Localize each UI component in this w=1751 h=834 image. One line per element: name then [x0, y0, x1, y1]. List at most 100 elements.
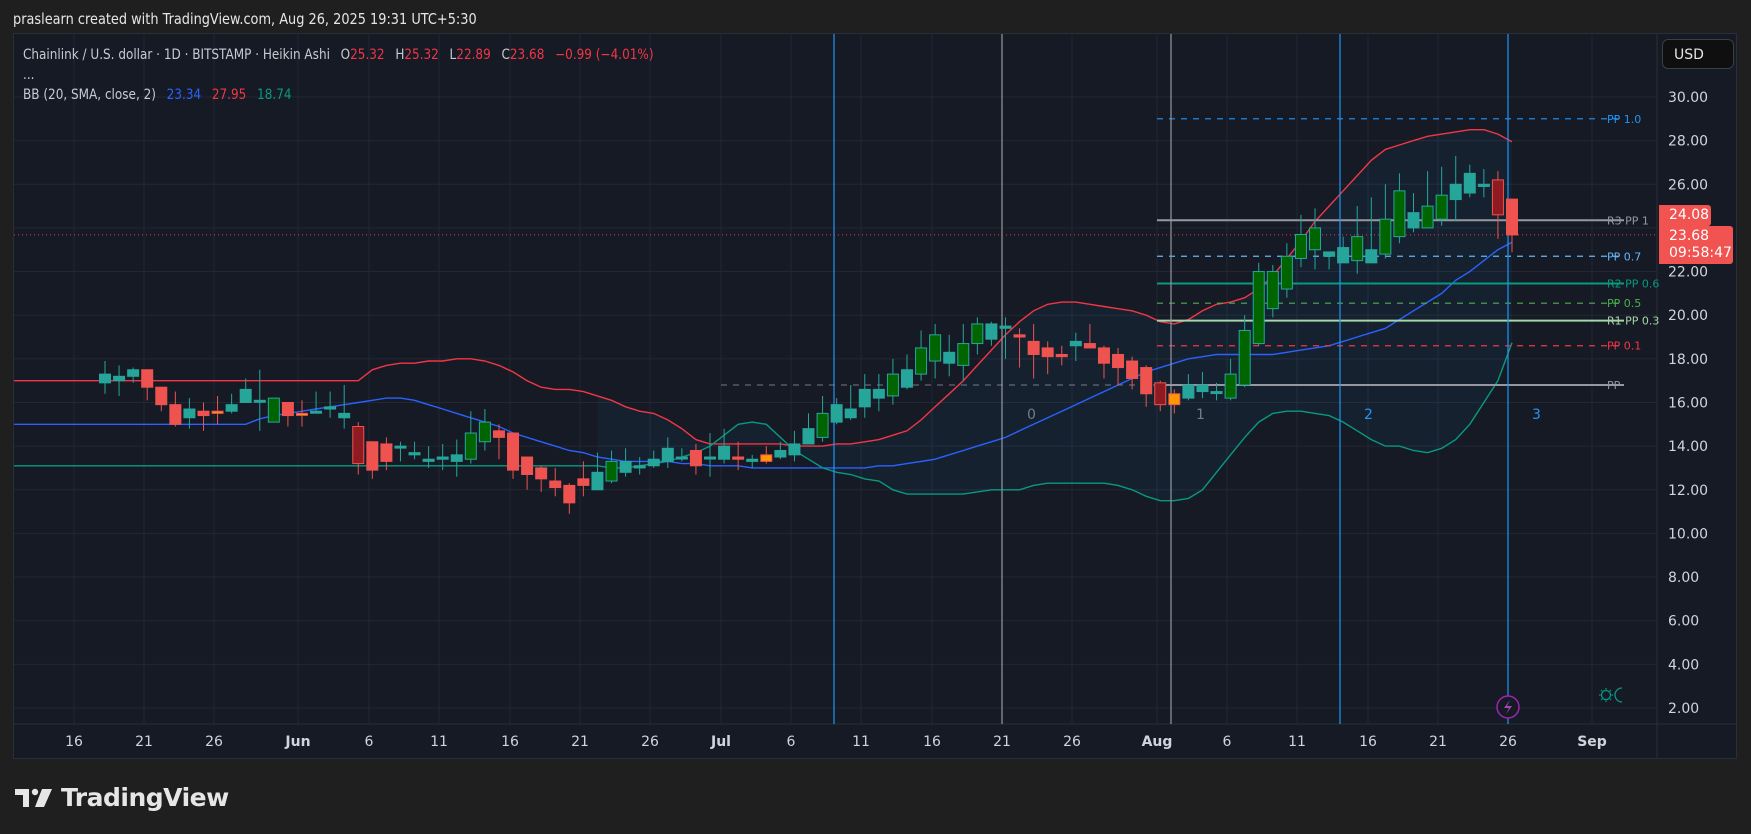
candle[interactable]: [985, 321, 998, 346]
candle[interactable]: [1168, 389, 1181, 414]
sun-moon-icon[interactable]: [1599, 687, 1623, 703]
candle[interactable]: [324, 391, 337, 418]
candle[interactable]: [211, 395, 224, 425]
candle[interactable]: [1280, 243, 1293, 298]
candle[interactable]: [647, 450, 660, 468]
more-indicators-button[interactable]: ...: [23, 67, 35, 83]
candle[interactable]: [1323, 251, 1336, 270]
candle[interactable]: [169, 391, 182, 427]
candle[interactable]: [281, 401, 294, 427]
candle[interactable]: [1337, 236, 1350, 264]
candle[interactable]: [295, 400, 308, 427]
candle[interactable]: [788, 430, 801, 462]
candle[interactable]: [689, 443, 702, 475]
candle[interactable]: [760, 446, 773, 464]
candle[interactable]: [1112, 347, 1125, 386]
candle[interactable]: [253, 369, 266, 431]
candle[interactable]: [1069, 332, 1082, 362]
candle[interactable]: [239, 378, 252, 403]
candle[interactable]: [492, 424, 505, 460]
candle[interactable]: [464, 411, 477, 464]
candle[interactable]: [127, 367, 140, 383]
candle[interactable]: [886, 358, 899, 405]
candle[interactable]: [1238, 315, 1251, 388]
candle[interactable]: [816, 395, 829, 442]
candle[interactable]: [1294, 214, 1307, 268]
candle[interactable]: [619, 448, 632, 477]
candle[interactable]: [408, 441, 421, 460]
candle[interactable]: [563, 483, 576, 514]
candle[interactable]: [1013, 328, 1026, 368]
candle[interactable]: [1182, 374, 1195, 401]
candle[interactable]: [1196, 371, 1209, 399]
candle[interactable]: [872, 374, 885, 412]
candle[interactable]: [802, 413, 815, 445]
candle[interactable]: [1393, 173, 1406, 244]
candle[interactable]: [577, 461, 590, 497]
candle[interactable]: [507, 432, 520, 479]
symbol-title[interactable]: Chainlink / U.S. dollar · 1D · BITSTAMP …: [23, 47, 330, 63]
candle[interactable]: [1379, 184, 1392, 259]
candle[interactable]: [1506, 198, 1518, 253]
candle[interactable]: [113, 365, 126, 396]
currency-button[interactable]: USD: [1662, 39, 1734, 69]
bb-indicator-row[interactable]: BB (20, SMA, close, 2) 23.34 27.95 18.74: [23, 85, 654, 105]
candle[interactable]: [999, 317, 1012, 359]
candle[interactable]: [1449, 155, 1462, 222]
candle[interactable]: [352, 422, 365, 475]
candle[interactable]: [1252, 262, 1265, 346]
candle[interactable]: [661, 437, 674, 468]
lightning-icon[interactable]: [1496, 695, 1520, 719]
candle[interactable]: [338, 385, 351, 429]
candle[interactable]: [1491, 171, 1504, 239]
candle[interactable]: [1097, 345, 1110, 379]
candle[interactable]: [1407, 193, 1420, 233]
candle[interactable]: [1477, 169, 1490, 198]
candle[interactable]: [450, 439, 463, 477]
tradingview-logo[interactable]: TradingView: [15, 783, 229, 812]
candle[interactable]: [704, 433, 717, 477]
candle[interactable]: [1365, 197, 1378, 264]
candle[interactable]: [436, 443, 449, 471]
candle[interactable]: [1126, 356, 1139, 390]
candle[interactable]: [718, 428, 731, 464]
candle[interactable]: [929, 323, 942, 379]
symbol-row[interactable]: Chainlink / U.S. dollar · 1D · BITSTAMP …: [23, 45, 654, 65]
candle[interactable]: [1055, 345, 1068, 366]
candle[interactable]: [1309, 208, 1322, 270]
candle[interactable]: [1421, 171, 1434, 229]
candle[interactable]: [141, 369, 154, 401]
candle[interactable]: [591, 452, 604, 491]
candle[interactable]: [957, 323, 970, 381]
candle[interactable]: [844, 385, 857, 420]
candle[interactable]: [478, 409, 491, 451]
candle[interactable]: [1210, 382, 1223, 401]
candle[interactable]: [380, 437, 393, 471]
candle[interactable]: [155, 386, 168, 412]
candle[interactable]: [1224, 358, 1237, 401]
candle[interactable]: [605, 450, 618, 484]
candle[interactable]: [915, 330, 928, 381]
candle[interactable]: [394, 441, 407, 462]
candle[interactable]: [197, 402, 210, 431]
candle[interactable]: [1083, 323, 1096, 349]
candle[interactable]: [535, 465, 548, 492]
candle[interactable]: [1351, 206, 1364, 274]
candle[interactable]: [900, 354, 913, 390]
candle[interactable]: [1027, 323, 1040, 379]
candle[interactable]: [1041, 341, 1054, 375]
candle[interactable]: [225, 393, 238, 414]
candle[interactable]: [1266, 265, 1279, 318]
candle[interactable]: [746, 454, 759, 468]
candle[interactable]: [183, 398, 196, 429]
candle[interactable]: [422, 446, 435, 468]
candle[interactable]: [971, 317, 984, 355]
candle[interactable]: [858, 374, 871, 418]
candle[interactable]: [521, 456, 534, 490]
candle[interactable]: [267, 397, 280, 423]
candle[interactable]: [1463, 164, 1476, 198]
candle[interactable]: [1435, 166, 1448, 226]
bb-label[interactable]: BB (20, SMA, close, 2): [23, 87, 156, 103]
candle[interactable]: [774, 441, 787, 460]
